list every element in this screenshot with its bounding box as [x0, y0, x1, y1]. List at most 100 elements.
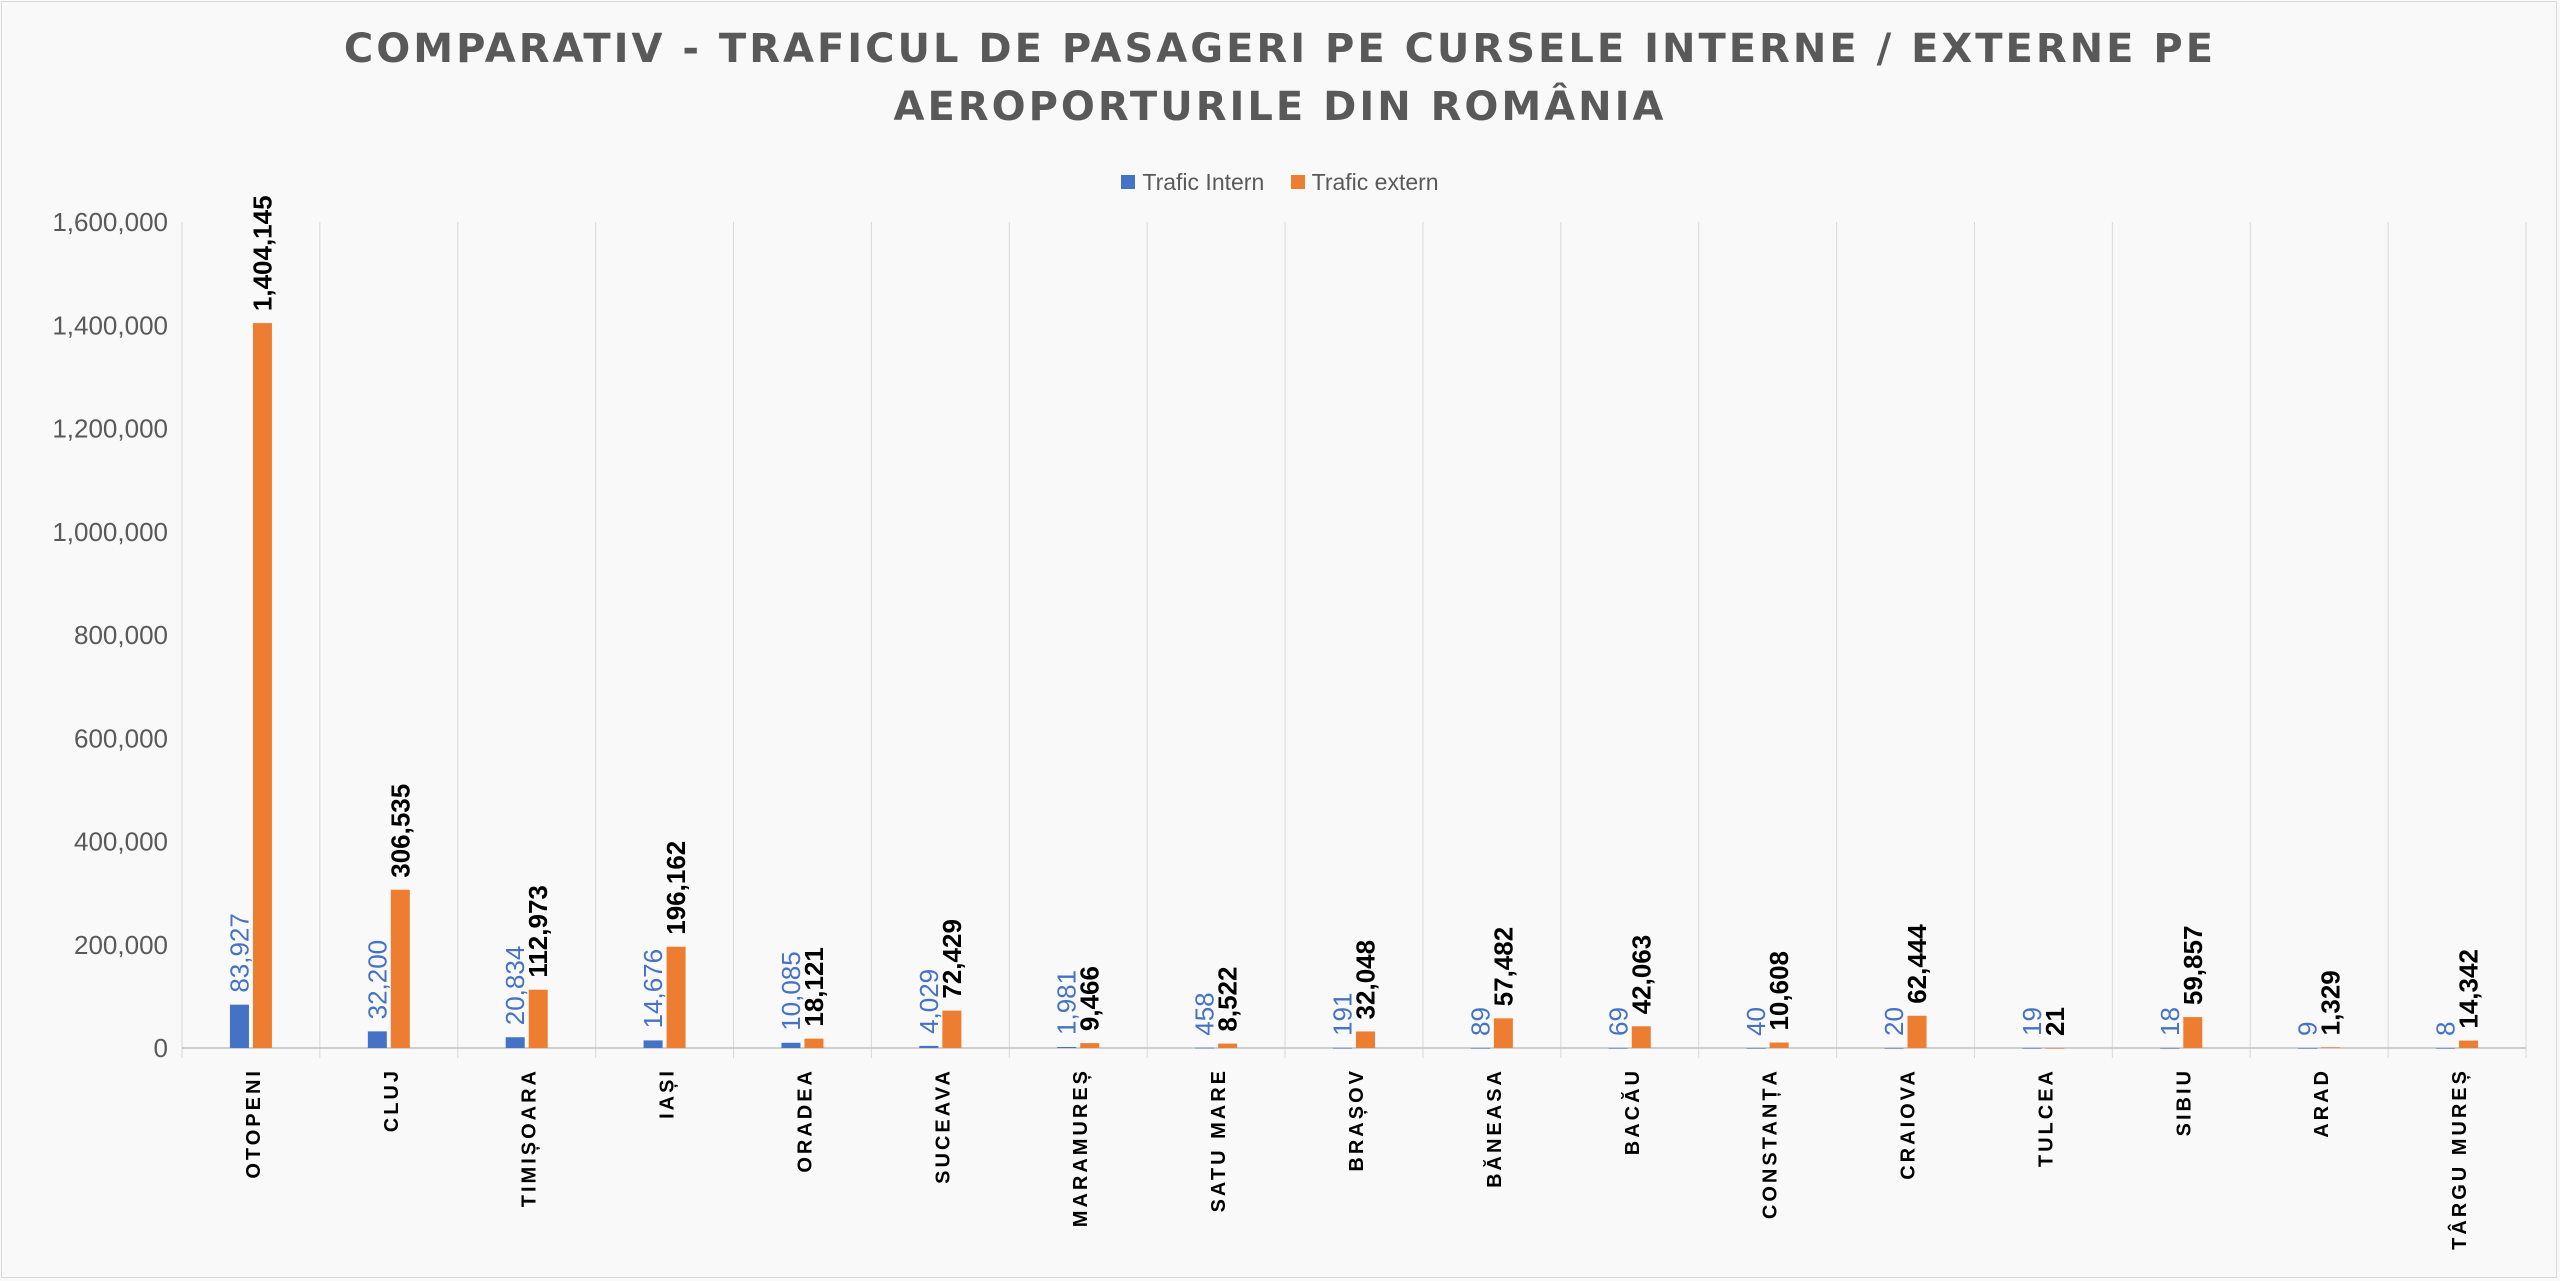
bar-intern [1470, 1047, 1490, 1049]
bar-intern [1333, 1047, 1352, 1049]
data-label-intern: 9 [2293, 1022, 2323, 1036]
data-label-extern: 72,429 [937, 919, 967, 999]
x-tick-label: BRAȘOV [1346, 1068, 1368, 1172]
data-label-intern: 20,834 [500, 946, 530, 1026]
data-label-intern: 19 [2017, 1007, 2047, 1036]
data-label-extern: 306,535 [385, 784, 415, 878]
x-tick-label: BACĂU [1621, 1068, 1644, 1155]
bar-intern [781, 1042, 801, 1048]
data-label-extern: 112,973 [523, 885, 553, 978]
bar-intern [2436, 1047, 2456, 1049]
data-label-intern: 1,981 [1052, 970, 1082, 1035]
x-tick-label: MARAMUREȘ [1070, 1068, 1092, 1227]
data-label-intern: 10,085 [776, 951, 806, 1031]
data-label-intern: 40 [1741, 1007, 1771, 1036]
bar-extern [1907, 1015, 1927, 1048]
x-tick-label: IAȘI [657, 1068, 679, 1119]
data-label-extern: 57,482 [1488, 927, 1518, 1007]
x-tick-label: OTOPENI [243, 1068, 265, 1179]
bar-extern [1769, 1042, 1789, 1048]
bar-extern [2045, 1047, 2065, 1049]
bar-extern [2321, 1047, 2341, 1048]
legend-label-intern: Trafic Intern [1142, 168, 1265, 195]
data-label-extern: 1,329 [2316, 970, 2346, 1035]
legend-item-extern: Trafic extern [1290, 168, 1439, 196]
data-label-intern: 8 [2431, 1022, 2461, 1036]
bar-extern [528, 989, 548, 1048]
bar-extern [666, 946, 686, 1048]
x-tick-label: CONSTANȚA [1760, 1068, 1782, 1219]
x-tick-label: TÂRGU MUREȘ [2447, 1068, 2471, 1250]
bar-intern [919, 1045, 939, 1048]
data-label-intern: 69 [1603, 1007, 1633, 1036]
x-tick-label: ARAD [2311, 1068, 2333, 1138]
bar-intern [229, 1004, 249, 1048]
data-label-extern: 1,404,145 [247, 195, 277, 311]
data-label-extern: 42,063 [1626, 935, 1656, 1015]
x-tick-label: CLUJ [381, 1068, 403, 1132]
legend-item-intern: Trafic Intern [1121, 169, 1264, 196]
bar-extern [252, 323, 272, 1049]
data-label-extern: 10,608 [1764, 951, 1794, 1031]
data-label-extern: 14,342 [2454, 949, 2484, 1029]
data-label-intern: 20 [1879, 1007, 1909, 1036]
data-label-extern: 62,444 [1902, 924, 1932, 1004]
y-tick-label: 400,000 [74, 827, 168, 857]
chart-title-line-1: COMPARATIV - TRAFICUL DE PASAGERI PE CUR… [343, 26, 2217, 72]
data-label-intern: 14,676 [638, 949, 668, 1029]
bar-extern [390, 889, 410, 1048]
bar-extern [2459, 1040, 2479, 1048]
y-tick-label: 1,400,000 [52, 310, 168, 340]
bar-intern [2022, 1047, 2042, 1049]
data-label-extern: 9,466 [1075, 966, 1105, 1031]
y-tick-label: 800,000 [74, 620, 168, 650]
bar-extern [1080, 1043, 1100, 1048]
bar-extern [1493, 1018, 1513, 1048]
bar-intern [2160, 1047, 2180, 1049]
bar-intern [367, 1031, 387, 1048]
chart-title-line-2: AEROPORTURILE DIN ROMÂNIA [893, 84, 1667, 130]
legend-swatch-extern [1290, 175, 1305, 189]
data-label-extern: 8,522 [1213, 967, 1243, 1032]
bar-intern [1608, 1047, 1628, 1049]
data-label-intern: 458 [1190, 992, 1220, 1035]
data-label-extern: 196,162 [661, 841, 691, 935]
bar-intern [1195, 1047, 1215, 1049]
data-label-extern: 32,048 [1351, 940, 1381, 1020]
x-tick-label: BĂNEASA [1483, 1068, 1506, 1188]
data-label-intern: 4,029 [914, 969, 944, 1034]
data-label-intern: 89 [1465, 1007, 1495, 1036]
x-tick-label: SIBIU [2173, 1068, 2195, 1136]
y-tick-label: 600,000 [74, 723, 168, 753]
bar-intern [2298, 1047, 2318, 1049]
x-tick-label: CRAIOVA [1898, 1068, 1920, 1180]
x-tick-label: SUCEAVA [932, 1068, 954, 1184]
data-label-intern: 83,927 [224, 913, 254, 993]
bar-extern [1218, 1043, 1238, 1048]
data-label-extern: 18,121 [799, 947, 829, 1027]
x-tick-label: SATU MARE [1208, 1068, 1230, 1212]
bar-extern [1631, 1026, 1651, 1048]
bar-extern [2183, 1017, 2203, 1048]
chart-title: COMPARATIV - TRAFICUL DE PASAGERI PE CUR… [0, 20, 2560, 136]
bar-extern [1356, 1031, 1375, 1048]
y-tick-label: 1,200,000 [52, 414, 168, 444]
bar-intern [1746, 1047, 1766, 1049]
data-label-intern: 32,200 [362, 940, 392, 1020]
y-tick-label: 1,600,000 [52, 207, 168, 237]
bar-intern [1884, 1047, 1904, 1049]
y-tick-label: 200,000 [74, 930, 168, 960]
bar-intern [505, 1037, 525, 1048]
x-tick-label: TIMIȘOARA [519, 1068, 541, 1207]
legend-label-extern: Trafic extern [1311, 168, 1439, 195]
data-label-intern: 18 [2155, 1007, 2185, 1036]
data-label-extern: 21 [2040, 1007, 2070, 1036]
bar-extern [804, 1038, 824, 1048]
y-tick-label: 0 [154, 1033, 168, 1063]
legend-swatch-intern [1121, 175, 1136, 189]
bar-extern [942, 1010, 962, 1048]
data-label-intern: 191 [1328, 993, 1358, 1036]
bar-intern [1057, 1046, 1077, 1048]
